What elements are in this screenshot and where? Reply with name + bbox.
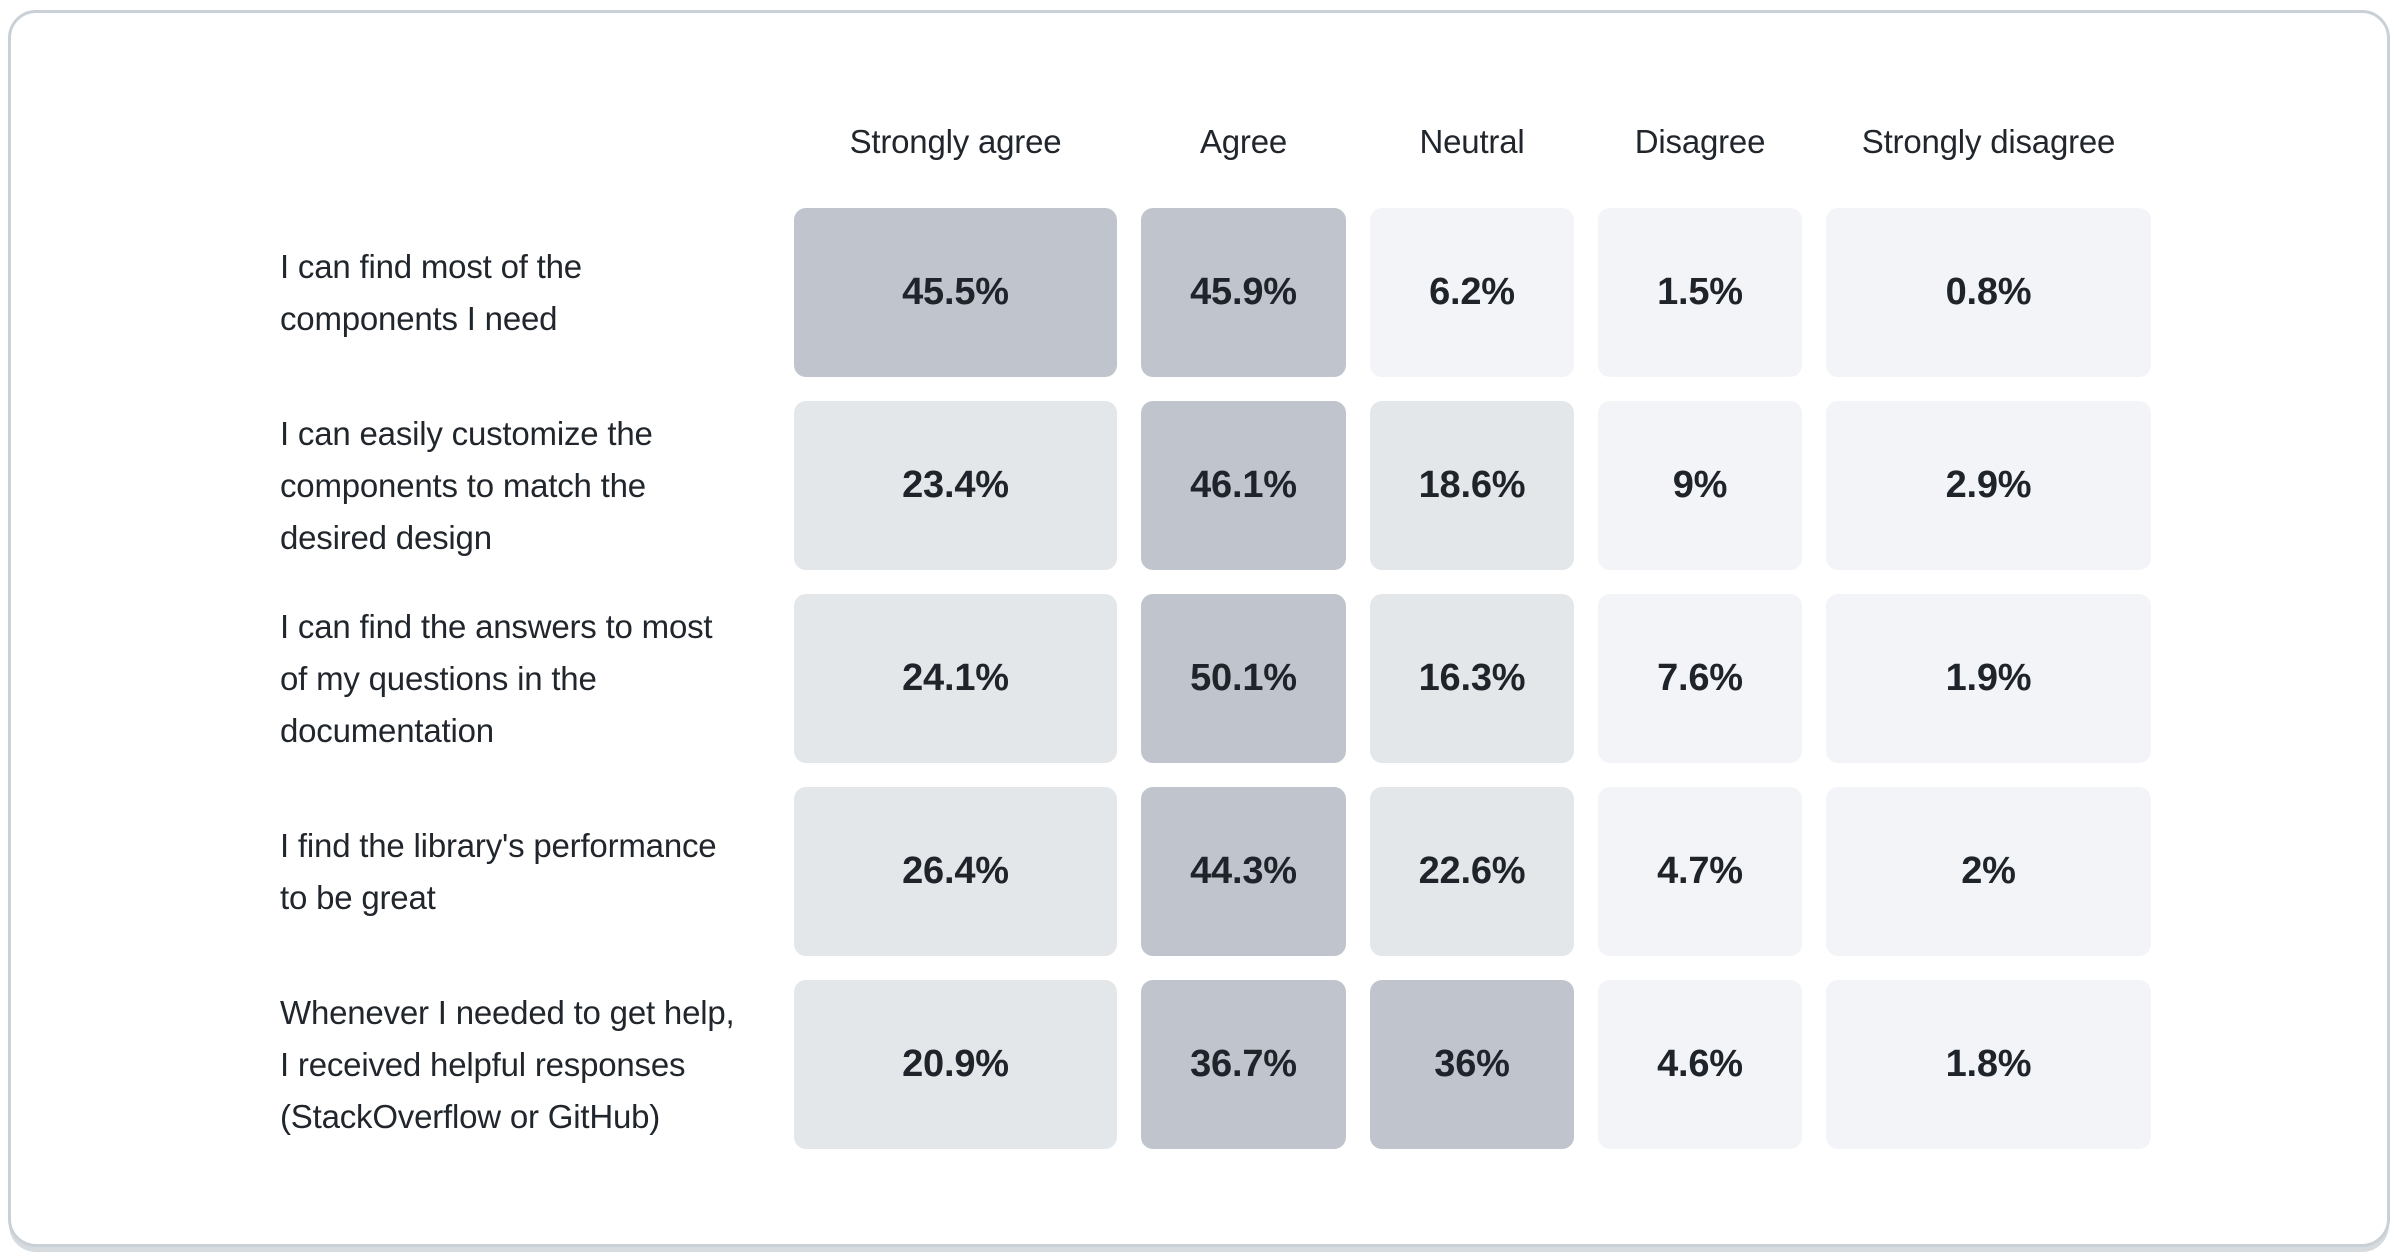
heatmap-cell: 36%	[1370, 980, 1574, 1149]
survey-heatmap-card: Strongly agree Agree Neutral Disagree St…	[8, 10, 2390, 1247]
column-header-strongly-disagree: Strongly disagree	[1861, 122, 2116, 160]
heatmap-cell: 1.9%	[1826, 594, 2151, 763]
column-header-disagree: Disagree	[1634, 122, 1766, 160]
heatmap-cell: 0.8%	[1826, 208, 2151, 377]
row-label-find-components: I can find most of the components I need	[280, 247, 582, 337]
heatmap-cell: 50.1%	[1141, 594, 1346, 763]
row-label-documentation-answers: I can find the answers to most of my que…	[280, 607, 713, 749]
survey-heatmap-grid: Strongly agree Agree Neutral Disagree St…	[265, 85, 2151, 1149]
heatmap-cell: 45.9%	[1141, 208, 1346, 377]
heatmap-cell: 46.1%	[1141, 401, 1346, 570]
heatmap-cell: 26.4%	[794, 787, 1117, 956]
heatmap-cell: 18.6%	[1370, 401, 1574, 570]
heatmap-cell: 45.5%	[794, 208, 1117, 377]
heatmap-cell: 2%	[1826, 787, 2151, 956]
heatmap-cell: 4.6%	[1598, 980, 1802, 1149]
heatmap-cell: 2.9%	[1826, 401, 2151, 570]
heatmap-cell: 16.3%	[1370, 594, 1574, 763]
heatmap-cell: 44.3%	[1141, 787, 1346, 956]
heatmap-cell: 9%	[1598, 401, 1802, 570]
heatmap-cell: 23.4%	[794, 401, 1117, 570]
column-header-agree: Agree	[1199, 122, 1288, 160]
heatmap-cell: 20.9%	[794, 980, 1117, 1149]
row-label-customize-components: I can easily customize the components to…	[280, 414, 653, 556]
row-label-helpful-responses: Whenever I needed to get help, I receive…	[280, 993, 735, 1135]
column-header-strongly-agree: Strongly agree	[849, 122, 1062, 160]
row-label-library-performance: I find the library's performance to be g…	[280, 826, 717, 916]
heatmap-cell: 6.2%	[1370, 208, 1574, 377]
heatmap-cell: 4.7%	[1598, 787, 1802, 956]
heatmap-cell: 22.6%	[1370, 787, 1574, 956]
heatmap-cell: 7.6%	[1598, 594, 1802, 763]
heatmap-cell: 1.8%	[1826, 980, 2151, 1149]
heatmap-cell: 1.5%	[1598, 208, 1802, 377]
column-header-neutral: Neutral	[1419, 122, 1525, 160]
heatmap-cell: 24.1%	[794, 594, 1117, 763]
heatmap-corner-spacer	[265, 85, 770, 184]
heatmap-cell: 36.7%	[1141, 980, 1346, 1149]
